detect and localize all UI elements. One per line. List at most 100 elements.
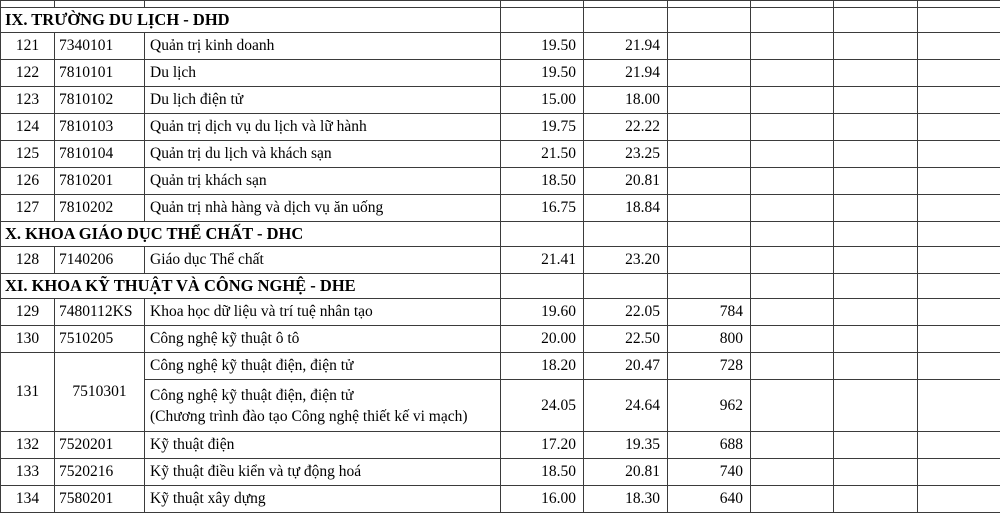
empty-cell: [833, 431, 918, 459]
table-row: 130 7510205 Công nghệ kỹ thuật ô tô 20.0…: [0, 325, 1000, 353]
empty-cell: [917, 325, 1000, 353]
empty-cell: [917, 32, 1000, 60]
empty-cell: [750, 140, 834, 168]
score-3-cell: 784: [667, 298, 751, 326]
score-1-cell: 19.60: [500, 298, 584, 326]
major-code-cell: 7810102: [54, 86, 145, 114]
empty-cell: [917, 298, 1000, 326]
score-2-cell: 22.05: [583, 298, 668, 326]
empty-cell: [833, 458, 918, 486]
major-name-cell: Công nghệ kỹ thuật ô tô: [144, 325, 501, 353]
score-1-cell: 18.20: [500, 352, 584, 380]
score-1-cell: 19.50: [500, 32, 584, 60]
major-code-cell: 7510205: [54, 325, 145, 353]
major-code-cell: 7810202: [54, 194, 145, 222]
major-name-cell: Du lịch: [144, 59, 501, 87]
row-number-cell: 122: [0, 59, 55, 87]
empty-cell: [500, 221, 584, 247]
empty-cell: [583, 273, 668, 299]
row-number-cell: 123: [0, 86, 55, 114]
empty-cell: [750, 32, 834, 60]
empty-cell: [833, 246, 918, 274]
score-3-cell: 740: [667, 458, 751, 486]
table-row: 133 7520216 Kỹ thuật điều kiển và tự độn…: [0, 458, 1000, 486]
row-number-cell: 129: [0, 298, 55, 326]
score-2-cell: 20.81: [583, 458, 668, 486]
score-1-cell: 20.00: [500, 325, 584, 353]
empty-cell: [833, 59, 918, 87]
empty-cell: [917, 113, 1000, 141]
score-3-cell: [667, 194, 751, 222]
empty-cell: [917, 59, 1000, 87]
empty-cell: [750, 86, 834, 114]
score-1-cell: 19.50: [500, 59, 584, 87]
empty-cell: [750, 0, 834, 8]
empty-cell: [750, 485, 834, 513]
score-3-cell: 962: [667, 379, 751, 432]
score-1-cell: 19.75: [500, 113, 584, 141]
score-1-cell: 15.00: [500, 86, 584, 114]
empty-cell: [917, 7, 1000, 33]
empty-cell: [917, 485, 1000, 513]
table-row: 128 7140206 Giáo dục Thể chất 21.41 23.2…: [0, 246, 1000, 274]
empty-cell: [667, 221, 751, 247]
major-name-cell: Khoa học dữ liệu và trí tuệ nhân tạo: [144, 298, 501, 326]
empty-cell: [833, 7, 918, 33]
empty-cell: [750, 7, 834, 33]
empty-cell: [750, 246, 834, 274]
empty-cell: [917, 273, 1000, 299]
major-name-line2: (Chương trình đào tạo Công nghệ thiết kế…: [150, 407, 468, 425]
score-2-cell: 20.81: [583, 167, 668, 195]
empty-cell: [667, 273, 751, 299]
major-name-cell: Quản trị nhà hàng và dịch vụ ăn uống: [144, 194, 501, 222]
empty-cell: [750, 431, 834, 459]
table-row: 126 7810201 Quản trị khách sạn 18.50 20.…: [0, 167, 1000, 195]
score-3-cell: 640: [667, 485, 751, 513]
major-name-cell: Công nghệ kỹ thuật điện, điện tử (Chương…: [144, 379, 501, 432]
empty-cell: [833, 167, 918, 195]
score-3-cell: [667, 140, 751, 168]
empty-cell: [917, 194, 1000, 222]
empty-cell: [750, 221, 834, 247]
major-name-cell: Quản trị dịch vụ du lịch và lữ hành: [144, 113, 501, 141]
row-number-cell: 121: [0, 32, 55, 60]
major-name-cell: Du lịch điện tử: [144, 86, 501, 114]
empty-cell: [500, 0, 584, 8]
empty-cell: [917, 246, 1000, 274]
empty-cell: [917, 86, 1000, 114]
score-1-cell: 16.75: [500, 194, 584, 222]
table-row: 127 7810202 Quản trị nhà hàng và dịch vụ…: [0, 194, 1000, 222]
score-2-cell: 22.22: [583, 113, 668, 141]
table-row: Công nghệ kỹ thuật điện, điện tử (Chương…: [1, 379, 1000, 432]
empty-cell: [583, 7, 668, 33]
score-2-cell: 24.64: [583, 379, 668, 432]
empty-cell: [750, 458, 834, 486]
major-code-cell: 7810103: [54, 113, 145, 141]
score-1-cell: 21.41: [500, 246, 584, 274]
empty-cell: [750, 298, 834, 326]
section-header-row: X. KHOA GIÁO DỤC THỂ CHẤT - DHC: [0, 221, 1000, 247]
major-name-cell: Công nghệ kỹ thuật điện, điện tử: [144, 352, 501, 380]
table-row: 122 7810101 Du lịch 19.50 21.94: [0, 59, 1000, 87]
score-2-cell: 22.50: [583, 325, 668, 353]
empty-cell: [917, 431, 1000, 459]
empty-cell: [833, 0, 918, 8]
score-2-cell: 18.30: [583, 485, 668, 513]
empty-cell: [917, 140, 1000, 168]
major-name-cell: Kỹ thuật điện: [144, 431, 501, 459]
empty-cell: [917, 458, 1000, 486]
score-3-cell: [667, 86, 751, 114]
empty-cell: [917, 221, 1000, 247]
table-row: [0, 0, 1000, 8]
major-code-cell: 7520201: [54, 431, 145, 459]
empty-cell: [750, 325, 834, 353]
empty-cell: [833, 352, 918, 380]
score-2-cell: 18.84: [583, 194, 668, 222]
empty-cell: [750, 167, 834, 195]
empty-cell: [667, 0, 751, 8]
score-1-cell: 17.20: [500, 431, 584, 459]
section-title: IX. TRƯỜNG DU LỊCH - DHD: [0, 7, 501, 33]
score-3-cell: [667, 113, 751, 141]
row-number-cell: 131: [0, 352, 55, 432]
